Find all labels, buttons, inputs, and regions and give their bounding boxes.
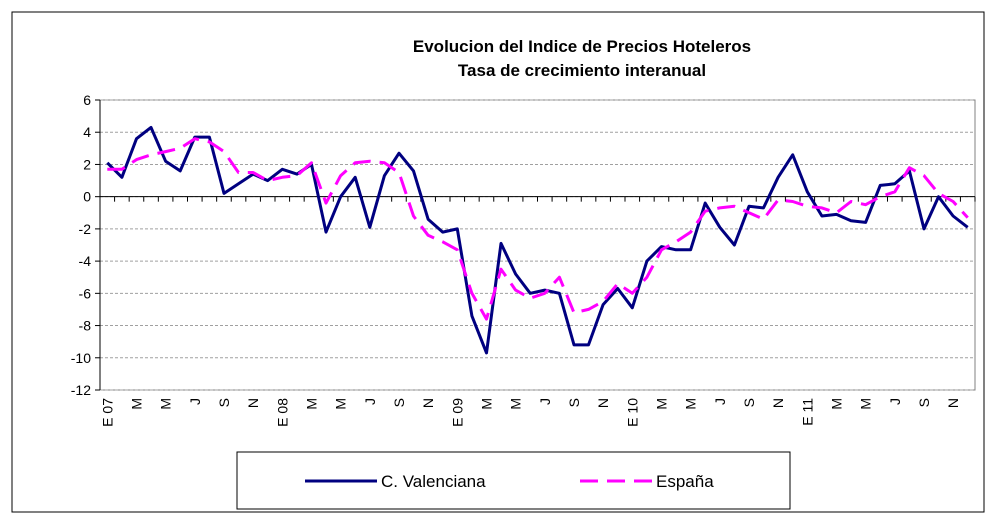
series-line xyxy=(107,137,969,321)
y-tick-label: 6 xyxy=(83,92,91,108)
legend-label: C. Valenciana xyxy=(381,472,486,491)
chart-subtitle: Tasa de crecimiento interanual xyxy=(458,61,706,80)
series-line xyxy=(106,125,969,355)
x-tick-label: E 07 xyxy=(99,398,115,427)
x-tick-label: M xyxy=(683,398,699,410)
x-tick-label: M xyxy=(858,398,874,410)
x-tick-label: M xyxy=(303,398,319,410)
x-tick-label: S xyxy=(916,398,932,407)
y-tick-label: -2 xyxy=(79,221,92,237)
x-tick-label: N xyxy=(770,398,786,408)
x-tick-label: N xyxy=(945,398,961,408)
x-tick-label: S xyxy=(741,398,757,407)
x-tick-label: N xyxy=(245,398,261,408)
x-tick-label: J xyxy=(712,398,728,405)
x-tick-label: N xyxy=(420,398,436,408)
y-tick-label: -4 xyxy=(79,253,92,269)
x-tick-label: J xyxy=(187,398,203,405)
y-tick-label: 2 xyxy=(83,156,91,172)
x-tick-label: S xyxy=(216,398,232,407)
y-tick-label: 0 xyxy=(83,189,91,205)
y-tick-label: -10 xyxy=(71,350,91,366)
x-tick-label: M xyxy=(128,398,144,410)
x-tick-label: E 08 xyxy=(274,398,290,427)
x-tick-label: M xyxy=(508,398,524,410)
legend-label: España xyxy=(656,472,714,491)
x-tick-label: M xyxy=(478,398,494,410)
chart-title: Evolucion del Indice de Precios Hotelero… xyxy=(413,37,751,56)
x-tick-label: J xyxy=(537,398,553,405)
x-tick-label: E 09 xyxy=(449,398,465,427)
x-tick-label: E 11 xyxy=(799,398,815,426)
y-tick-label: 4 xyxy=(83,124,91,140)
plot-area xyxy=(99,99,976,391)
x-tick-label: S xyxy=(391,398,407,407)
y-tick-label: -6 xyxy=(79,285,92,301)
x-tick-label: E 10 xyxy=(624,398,640,427)
x-tick-label: M xyxy=(333,398,349,410)
x-tick-label: J xyxy=(362,398,378,405)
x-tick-label: M xyxy=(653,398,669,410)
y-tick-label: -8 xyxy=(79,318,92,334)
x-tick-label: S xyxy=(566,398,582,407)
x-tick-label: M xyxy=(158,398,174,410)
x-tick-label: M xyxy=(828,398,844,410)
x-tick-label: N xyxy=(595,398,611,408)
x-tick-label: J xyxy=(887,398,903,405)
y-tick-label: -12 xyxy=(71,382,91,398)
